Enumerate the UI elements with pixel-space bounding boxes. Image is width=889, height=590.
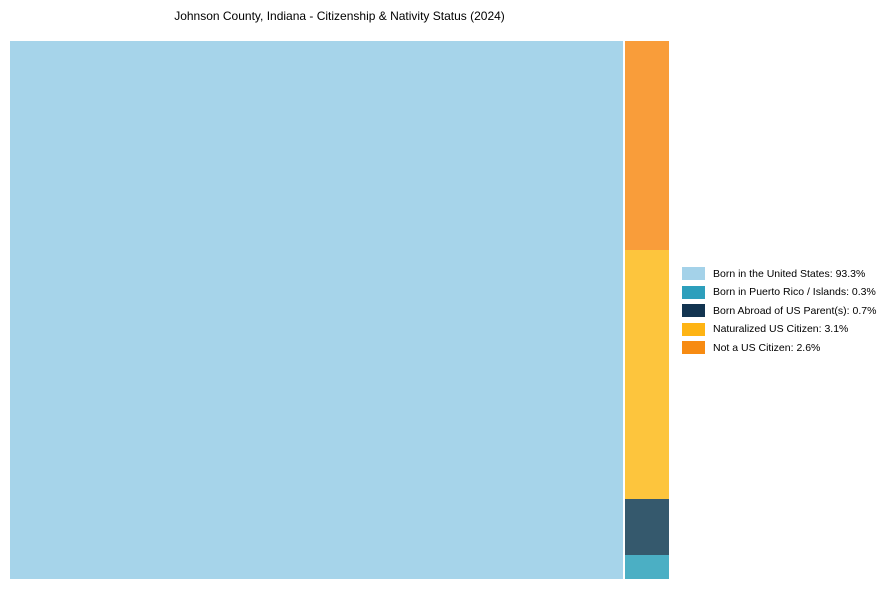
legend-label-naturalized-us-citizen: Naturalized US Citizen: 3.1% <box>713 323 849 335</box>
legend-item-born-in-puerto-rico-islands: Born in Puerto Rico / Islands: 0.3% <box>682 285 876 299</box>
legend-swatch-born-in-puerto-rico-islands <box>682 285 705 299</box>
chart-title: Johnson County, Indiana - Citizenship & … <box>174 9 505 23</box>
legend-item-born-abroad-of-us-parents: Born Abroad of US Parent(s): 0.7% <box>682 304 876 317</box>
legend: Born in the United States: 93.3% Born in … <box>682 267 876 360</box>
legend-swatch-naturalized-us-citizen <box>682 322 705 336</box>
treemap-tile-born-in-puerto-rico-islands <box>625 554 669 579</box>
treemap-tile-naturalized-us-citizen <box>625 249 669 499</box>
legend-item-born-in-the-united-states: Born in the United States: 93.3% <box>682 267 876 280</box>
treemap-tile-born-in-the-united-states <box>10 41 623 579</box>
legend-label-born-in-puerto-rico-islands: Born in Puerto Rico / Islands: 0.3% <box>713 286 876 298</box>
legend-label-born-abroad-of-us-parents: Born Abroad of US Parent(s): 0.7% <box>713 304 877 317</box>
legend-label-born-in-the-united-states: Born in the United States: 93.3% <box>713 267 866 280</box>
legend-swatch-not-a-us-citizen <box>682 341 705 354</box>
legend-swatch-born-abroad-of-us-parents <box>682 304 705 317</box>
legend-swatch-born-in-the-united-states <box>682 267 705 280</box>
legend-item-not-a-us-citizen: Not a US Citizen: 2.6% <box>682 341 876 354</box>
legend-item-naturalized-us-citizen: Naturalized US Citizen: 3.1% <box>682 322 876 336</box>
legend-label-not-a-us-citizen: Not a US Citizen: 2.6% <box>713 341 821 354</box>
treemap-tile-not-a-us-citizen <box>625 41 669 250</box>
treemap-tile-born-abroad-of-us-parents <box>625 498 669 555</box>
